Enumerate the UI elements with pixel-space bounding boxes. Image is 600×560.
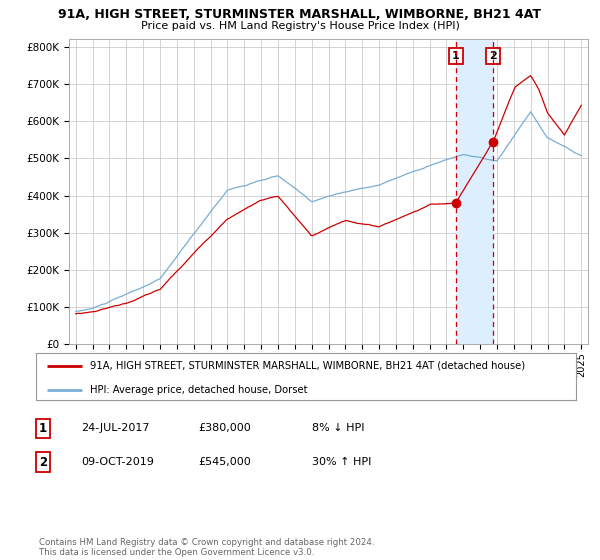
Text: £380,000: £380,000: [198, 423, 251, 433]
Text: 09-OCT-2019: 09-OCT-2019: [81, 457, 154, 467]
Text: 2: 2: [489, 51, 497, 61]
Text: 2: 2: [39, 455, 47, 469]
Text: 24-JUL-2017: 24-JUL-2017: [81, 423, 149, 433]
Text: 91A, HIGH STREET, STURMINSTER MARSHALL, WIMBORNE, BH21 4AT: 91A, HIGH STREET, STURMINSTER MARSHALL, …: [59, 8, 542, 21]
Text: £545,000: £545,000: [198, 457, 251, 467]
Bar: [456, 39, 493, 344]
Text: 30% ↑ HPI: 30% ↑ HPI: [312, 457, 371, 467]
Text: 1: 1: [452, 51, 460, 61]
Text: 1: 1: [39, 422, 47, 435]
Text: Contains HM Land Registry data © Crown copyright and database right 2024.
This d: Contains HM Land Registry data © Crown c…: [39, 538, 374, 557]
Text: HPI: Average price, detached house, Dorset: HPI: Average price, detached house, Dors…: [90, 385, 308, 395]
Text: 91A, HIGH STREET, STURMINSTER MARSHALL, WIMBORNE, BH21 4AT (detached house): 91A, HIGH STREET, STURMINSTER MARSHALL, …: [90, 361, 525, 371]
Text: Price paid vs. HM Land Registry's House Price Index (HPI): Price paid vs. HM Land Registry's House …: [140, 21, 460, 31]
Text: 8% ↓ HPI: 8% ↓ HPI: [312, 423, 365, 433]
